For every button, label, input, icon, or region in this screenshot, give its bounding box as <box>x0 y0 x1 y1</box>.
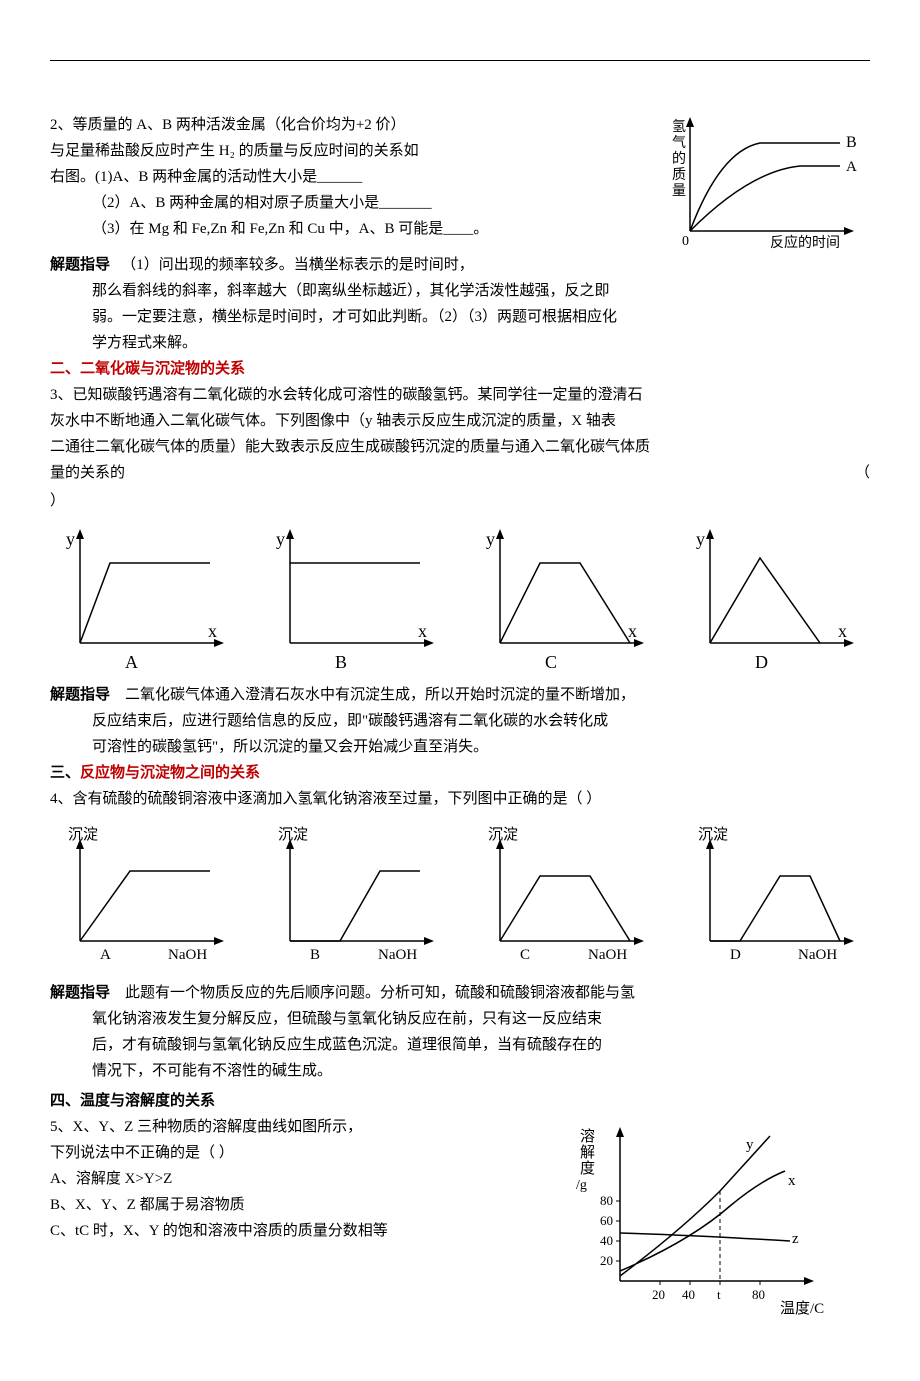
q2-curve-B: B <box>846 134 857 151</box>
q4-g2: 氧化钠溶液发生复分解反应，但硫酸与氢氧化钠反应在前，只有这一反应结束 <box>50 1007 870 1031</box>
svg-text:y: y <box>276 529 285 549</box>
svg-text:度: 度 <box>580 1160 595 1177</box>
svg-text:沉淀: 沉淀 <box>278 826 308 843</box>
svg-text:z: z <box>792 1231 799 1247</box>
svg-text:NaOH: NaOH <box>798 947 837 963</box>
svg-text:C: C <box>520 947 530 963</box>
svg-text:C: C <box>545 652 557 672</box>
q3-g1: 二氧化碳气体通入澄清石灰水中有沉淀生成，所以开始时沉淀的量不断增加， <box>125 687 635 703</box>
svg-text:解: 解 <box>580 1144 595 1161</box>
svg-text:y: y <box>66 529 75 549</box>
q2-xlabel: 反应的时间 <box>770 234 840 251</box>
q3-l4-left: 量的关系的 <box>50 465 125 481</box>
q4-g3: 后，才有硫酸铜与氢氧化钠反应生成蓝色沉淀。道理很简单，当有硫酸存在的 <box>50 1033 870 1057</box>
svg-text:D: D <box>730 947 741 963</box>
svg-text:80: 80 <box>600 1193 613 1208</box>
svg-text:60: 60 <box>600 1213 613 1228</box>
svg-text:x: x <box>628 621 637 641</box>
svg-text:20: 20 <box>600 1253 613 1268</box>
q2-guide-l3: 弱。一定要注意，横坐标是时间时，才可如此判断。（2）（3）两题可根据相应化 <box>50 305 870 329</box>
q5-chart: 溶 解 度 /g 20 40 60 80 20 40 t 80 温度/C y x… <box>570 1121 850 1321</box>
sec2-title: 二、二氧化碳与沉淀物的关系 <box>50 357 870 381</box>
q4-text: 4、含有硫酸的硫酸铜溶液中逐滴加入氢氧化钠溶液至过量，下列图中正确的是（ ） <box>50 787 870 811</box>
q2-ylabel-0: 氢 <box>672 119 686 135</box>
q3-g2: 反应结束后，应进行题给信息的反应，即"碳酸钙遇溶有二氧化碳的水会转化成 <box>50 709 870 733</box>
svg-text:温度/C: 温度/C <box>780 1300 824 1317</box>
q4-chart-B: 沉淀 B NaOH <box>260 821 450 971</box>
q3-l1: 3、已知碳酸钙遇溶有二氧化碳的水会转化成可溶性的碳酸氢钙。某同学往一定量的澄清石 <box>50 383 870 407</box>
q3-l4-right: （ <box>855 461 870 485</box>
svg-text:B: B <box>335 652 347 672</box>
svg-text:NaOH: NaOH <box>588 947 627 963</box>
q3-chart-C: y x C <box>470 523 660 673</box>
svg-text:x: x <box>208 621 217 641</box>
svg-text:D: D <box>755 652 768 672</box>
q2-line1: 2、等质量的 A、B 两种活泼金属（化合价均为+2 价） <box>50 113 640 137</box>
q2-line3: 右图。(1)A、B 两种金属的活动性大小是______ <box>50 165 640 189</box>
q3-l5: ） <box>50 489 870 513</box>
q3-g3: 可溶性的碳酸氢钙"，所以沉淀的量又会开始减少直至消失。 <box>50 735 870 759</box>
q2-guide-l1: （1）问出现的频率较多。当横坐标表示的是时间时， <box>121 257 474 273</box>
q3-l2: 灰水中不断地通入二氧化碳气体。下列图像中（y 轴表示反应生成沉淀的质量，X 轴表 <box>50 409 870 433</box>
q4-g1: 此题有一个物质反应的先后顺序问题。分析可知，硫酸和硫酸铜溶液都能与氢 <box>125 985 635 1001</box>
q2-text: 2、等质量的 A、B 两种活泼金属（化合价均为+2 价） 与足量稀盐酸反应时产生… <box>50 111 640 243</box>
svg-text:x: x <box>838 621 847 641</box>
svg-text:40: 40 <box>682 1287 695 1302</box>
svg-text:x: x <box>418 621 427 641</box>
q2-line5: （3）在 Mg 和 Fe,Zn 和 Fe,Zn 和 Cu 中，A、B 可能是__… <box>50 217 640 241</box>
svg-text:y: y <box>746 1137 754 1153</box>
top-rule <box>50 60 870 61</box>
svg-text:x: x <box>788 1173 796 1189</box>
q2-origin: 0 <box>682 234 689 249</box>
q2-guide-label: 解题指导 <box>50 257 110 273</box>
q2-curve-A: A <box>846 159 857 175</box>
q3-l3: 二通往二氧化碳气体的质量）能大致表示反应生成碳酸钙沉淀的质量与通入二氧化碳气体质 <box>50 435 870 459</box>
q3-guide-row1: 解题指导 二氧化碳气体通入澄清石灰水中有沉淀生成，所以开始时沉淀的量不断增加， <box>50 683 870 707</box>
q2-guide-l2: 那么看斜线的斜率，斜率越大（即离纵坐标越近），其化学活泼性越强，反之即 <box>50 279 870 303</box>
svg-text:溶: 溶 <box>580 1128 595 1145</box>
svg-text:y: y <box>486 529 495 549</box>
q4-chart-C: 沉淀 C NaOH <box>470 821 660 971</box>
svg-text:A: A <box>125 652 138 672</box>
sec4-title: 四、温度与溶解度的关系 <box>50 1089 870 1113</box>
q4-charts: 沉淀 A NaOH 沉淀 B NaOH 沉淀 C NaOH 沉淀 D NaO <box>50 821 870 971</box>
q2-chart: 氢 气 的 质 量 0 反应的时间 B A <box>640 111 870 251</box>
svg-text:80: 80 <box>752 1287 765 1302</box>
q2-ylabel-1: 气 <box>672 135 686 151</box>
svg-text:20: 20 <box>652 1287 665 1302</box>
q4-chart-D: 沉淀 D NaOH <box>680 821 870 971</box>
q3-charts: y x A y x B y x C y x D <box>50 523 870 673</box>
svg-text:y: y <box>696 529 705 549</box>
sec3-title: 三、反应物与沉淀物之间的关系 <box>50 761 870 785</box>
svg-text:NaOH: NaOH <box>378 947 417 963</box>
svg-text:/g: /g <box>576 1178 587 1193</box>
q2-line2: 与足量稀盐酸反应时产生 H₂ 的质量与反应时间的关系如 <box>50 139 640 163</box>
svg-text:沉淀: 沉淀 <box>68 826 98 843</box>
svg-text:B: B <box>310 947 320 963</box>
q4-guide-row1: 解题指导 此题有一个物质反应的先后顺序问题。分析可知，硫酸和硫酸铜溶液都能与氢 <box>50 981 870 1005</box>
q4-g4: 情况下，不可能有不溶性的碱生成。 <box>50 1059 870 1083</box>
svg-text:NaOH: NaOH <box>168 947 207 963</box>
q3-chart-A: y x A <box>50 523 240 673</box>
q2-line4: （2）A、B 两种金属的相对原子质量大小是_______ <box>50 191 640 215</box>
q2-ylabel-3: 质 <box>672 167 686 183</box>
q2-ylabel-2: 的 <box>672 151 686 167</box>
q4-guide-label: 解题指导 <box>50 985 110 1001</box>
q2-block: 2、等质量的 A、B 两种活泼金属（化合价均为+2 价） 与足量稀盐酸反应时产生… <box>50 111 870 251</box>
q2-guide-row1: 解题指导 （1）问出现的频率较多。当横坐标表示的是时间时， <box>50 253 870 277</box>
q3-chart-D: y x D <box>680 523 870 673</box>
svg-text:40: 40 <box>600 1233 613 1248</box>
svg-text:沉淀: 沉淀 <box>488 826 518 843</box>
svg-text:t: t <box>717 1287 721 1302</box>
q3-l4: 量的关系的 （ <box>50 461 870 485</box>
q2-ylabel-4: 量 <box>672 183 686 199</box>
q3-guide-label: 解题指导 <box>50 687 110 703</box>
q2-guide-l4: 学方程式来解。 <box>50 331 870 355</box>
q3-chart-B: y x B <box>260 523 450 673</box>
svg-text:A: A <box>100 947 111 963</box>
q4-chart-A: 沉淀 A NaOH <box>50 821 240 971</box>
svg-text:沉淀: 沉淀 <box>698 826 728 843</box>
